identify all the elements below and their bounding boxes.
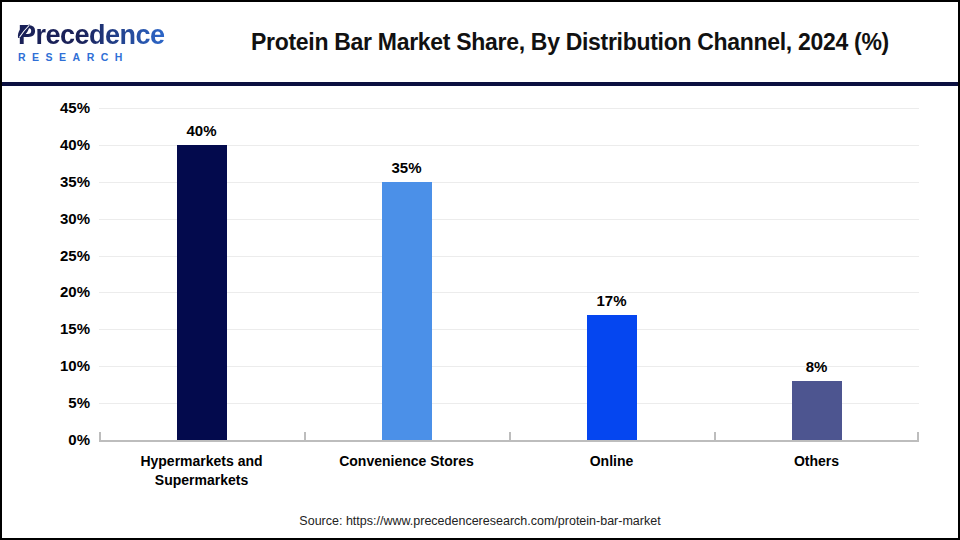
logo-wordmark: Precedence — [18, 21, 192, 49]
y-tick-label: 30% — [24, 209, 90, 229]
precedence-research-logo: Precedence RESEARCH — [2, 21, 192, 63]
bar-online — [587, 315, 637, 440]
bar-value-label: 8% — [772, 358, 862, 375]
bar-hypermarkets-and-supermarkets — [177, 145, 227, 440]
header: Precedence RESEARCH Protein Bar Market S… — [2, 2, 958, 82]
axis-tick — [714, 432, 716, 440]
x-category-label: Convenience Stores — [317, 452, 497, 471]
y-tick-label: 0% — [24, 430, 90, 450]
axis-tick — [917, 432, 919, 440]
page-title: Protein Bar Market Share, By Distributio… — [192, 29, 948, 56]
source-text: Source: https://www.precedenceresearch.c… — [2, 514, 958, 528]
bar-value-label: 40% — [157, 122, 247, 139]
logo-subtitle: RESEARCH — [18, 51, 192, 63]
y-tick-label: 20% — [24, 282, 90, 302]
y-tick-label: 15% — [24, 319, 90, 339]
y-tick-label: 35% — [24, 172, 90, 192]
y-tick-label: 25% — [24, 246, 90, 266]
y-tick-label: 10% — [24, 356, 90, 376]
x-category-label: Others — [727, 452, 907, 471]
axis-tick — [509, 432, 511, 440]
x-category-label: Hypermarkets and Supermarkets — [112, 452, 292, 490]
bar-value-label: 35% — [362, 159, 452, 176]
gridline-45% — [99, 108, 919, 109]
bar-convenience-stores — [382, 182, 432, 440]
header-divider — [2, 82, 958, 86]
leaf-icon — [15, 23, 33, 41]
y-tick-label: 45% — [24, 98, 90, 118]
x-axis-line — [99, 440, 919, 442]
figure: Precedence RESEARCH Protein Bar Market S… — [0, 0, 960, 540]
axis-tick — [99, 432, 101, 440]
bar-others — [792, 381, 842, 440]
y-tick-label: 40% — [24, 135, 90, 155]
axis-tick — [304, 432, 306, 440]
bar-value-label: 17% — [567, 292, 657, 309]
y-tick-label: 5% — [24, 393, 90, 413]
plot-area: 40% 35% 17% 8% — [99, 108, 919, 440]
x-category-label: Online — [522, 452, 702, 471]
